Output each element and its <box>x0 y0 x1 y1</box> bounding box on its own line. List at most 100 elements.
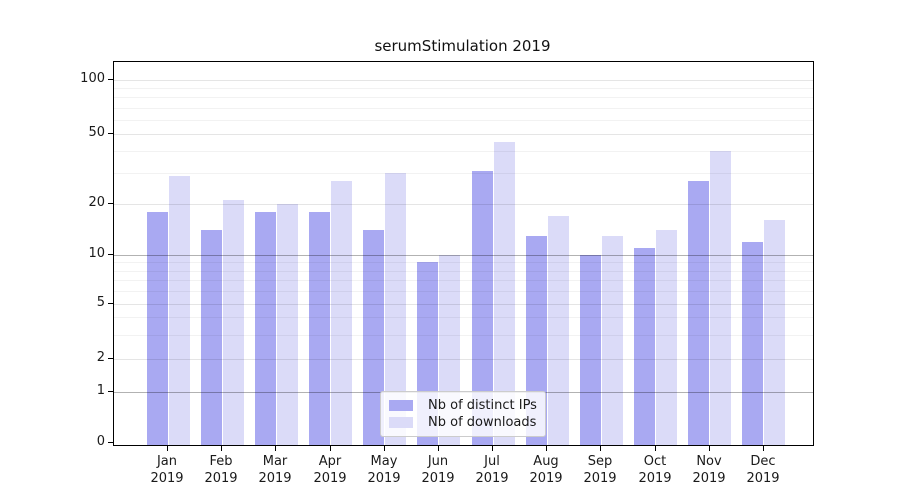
x-tick-mark <box>275 446 276 451</box>
x-tick-mark <box>167 446 168 451</box>
x-tick-month: Nov <box>696 454 722 469</box>
x-tick-month: Mar <box>262 454 288 469</box>
x-tick-year: 2019 <box>421 471 455 486</box>
bar-downloads <box>385 173 407 445</box>
bar-distinct-ips <box>634 248 656 445</box>
gridline-2 <box>114 359 813 360</box>
bar-distinct-ips <box>579 255 601 445</box>
x-tick-year: 2019 <box>475 471 509 486</box>
legend-swatch-downloads <box>389 417 413 428</box>
gridline-80 <box>114 97 813 98</box>
x-tick-month: Feb <box>209 454 233 469</box>
x-tick-label: Aug 2019 <box>518 453 574 487</box>
bar-downloads <box>331 181 353 445</box>
gridline-6 <box>114 291 813 292</box>
y-tick-label: 10 <box>88 246 105 261</box>
x-tick-year: 2019 <box>583 471 617 486</box>
x-tick-year: 2019 <box>258 471 292 486</box>
x-tick-label: Nov 2019 <box>681 453 737 487</box>
y-tick-mark <box>108 133 113 134</box>
gridline-9 <box>114 262 813 263</box>
y-tick-label: 100 <box>80 71 105 86</box>
x-tick-year: 2019 <box>150 471 184 486</box>
gridline-8 <box>114 271 813 272</box>
bar-downloads <box>601 235 623 445</box>
legend-item: Nb of downloads <box>389 414 537 431</box>
legend-label: Nb of distinct IPs <box>428 398 537 413</box>
bar-distinct-ips <box>688 181 710 445</box>
x-tick-mark <box>384 446 385 451</box>
y-tick-label: 20 <box>88 195 105 210</box>
bar-distinct-ips <box>742 241 764 445</box>
x-tick-label: Apr 2019 <box>302 453 358 487</box>
x-tick-month: Jun <box>427 454 449 469</box>
gridline-90 <box>114 88 813 89</box>
x-tick-label: Sep 2019 <box>572 453 628 487</box>
bar-distinct-ips <box>471 170 493 445</box>
x-tick-mark <box>655 446 656 451</box>
chart-title: serumStimulation 2019 <box>374 37 551 55</box>
x-tick-month: Apr <box>318 454 342 469</box>
x-tick-year: 2019 <box>313 471 347 486</box>
gridline-70 <box>114 108 813 109</box>
x-tick-mark <box>221 446 222 451</box>
gridline-10 <box>114 255 813 256</box>
y-tick-mark <box>108 203 113 204</box>
y-tick-label: 1 <box>96 383 105 398</box>
gridline-5 <box>114 304 813 305</box>
y-tick-label: 0 <box>96 434 105 449</box>
x-tick-label: Feb 2019 <box>193 453 249 487</box>
y-tick-label: 50 <box>88 125 105 140</box>
x-tick-year: 2019 <box>204 471 238 486</box>
x-tick-mark <box>492 446 493 451</box>
x-tick-year: 2019 <box>746 471 780 486</box>
x-tick-label: Oct 2019 <box>627 453 683 487</box>
plot-area <box>113 61 814 446</box>
gridline-3 <box>114 335 813 336</box>
bar-downloads <box>547 215 569 445</box>
x-tick-mark <box>763 446 764 451</box>
gridline-4 <box>114 317 813 318</box>
bar-downloads <box>710 151 732 445</box>
bar-distinct-ips <box>200 230 222 445</box>
y-tick-label: 2 <box>96 350 105 365</box>
bar-downloads <box>656 230 678 445</box>
y-tick-mark <box>108 391 113 392</box>
x-tick-month: Dec <box>750 454 776 469</box>
legend-swatch-ips <box>389 400 413 411</box>
gridline-40 <box>114 151 813 152</box>
bar-downloads <box>222 200 244 445</box>
bar-distinct-ips <box>254 211 276 445</box>
bar-downloads <box>168 175 190 445</box>
x-tick-label: Jul 2019 <box>464 453 520 487</box>
x-tick-label: Jun 2019 <box>410 453 466 487</box>
x-tick-mark <box>600 446 601 451</box>
x-tick-month: Oct <box>643 454 667 469</box>
x-tick-year: 2019 <box>367 471 401 486</box>
x-tick-mark <box>709 446 710 451</box>
x-tick-year: 2019 <box>692 471 726 486</box>
x-tick-month: Aug <box>533 454 559 469</box>
x-tick-month: Jan <box>156 454 178 469</box>
legend: Nb of distinct IPs Nb of downloads <box>380 391 546 437</box>
x-tick-month: Jul <box>484 454 500 469</box>
bar-downloads <box>276 204 298 445</box>
y-tick-mark <box>108 79 113 80</box>
x-tick-label: Dec 2019 <box>735 453 791 487</box>
y-tick-mark <box>108 303 113 304</box>
gridline-50 <box>114 134 813 135</box>
gridline-20 <box>114 204 813 205</box>
x-tick-year: 2019 <box>638 471 672 486</box>
bar-distinct-ips <box>146 211 168 445</box>
x-tick-mark <box>546 446 547 451</box>
gridline-7 <box>114 280 813 281</box>
y-tick-mark <box>108 358 113 359</box>
bar-distinct-ips <box>309 211 331 445</box>
x-tick-mark <box>438 446 439 451</box>
bar-downloads <box>764 220 786 445</box>
x-tick-month: Sep <box>587 454 613 469</box>
x-tick-label: Mar 2019 <box>247 453 303 487</box>
gridline-100 <box>114 80 813 81</box>
x-tick-label: Jan 2019 <box>139 453 195 487</box>
